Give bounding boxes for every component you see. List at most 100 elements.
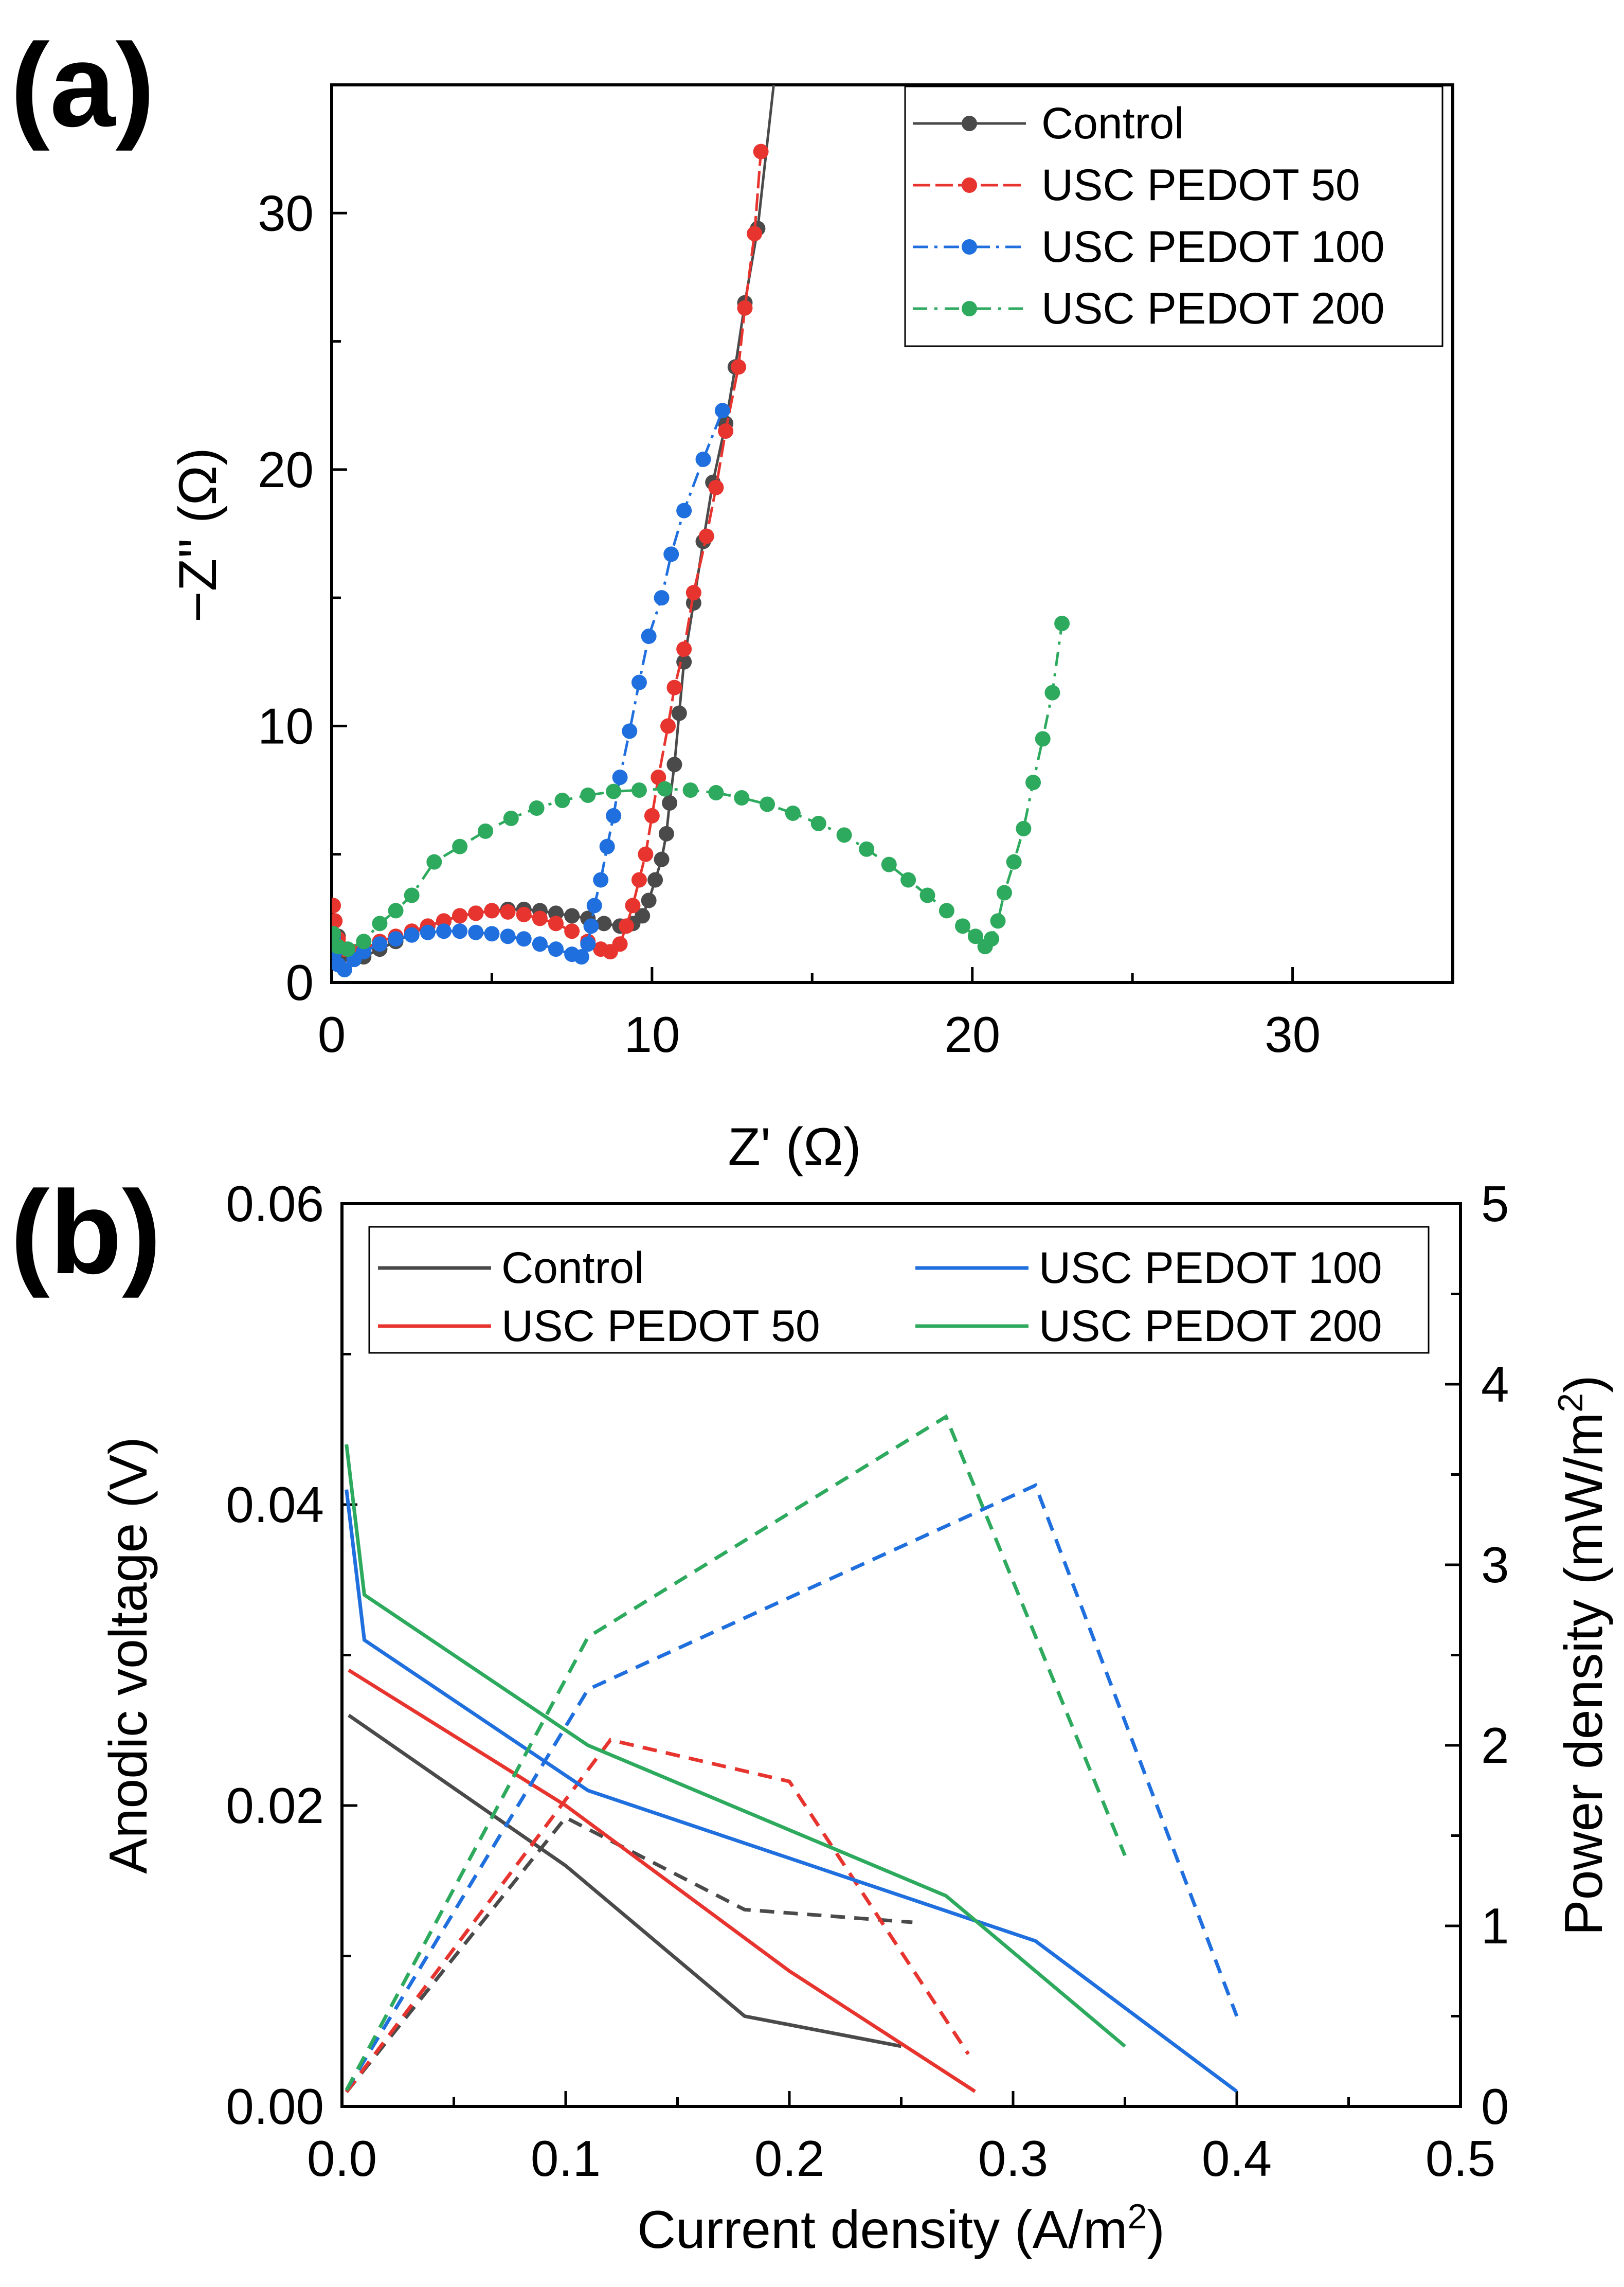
plot-a-series-line	[332, 151, 763, 953]
plot-a-data-point	[468, 905, 484, 921]
plot-b-x-tick-label: 0.4	[1202, 2130, 1272, 2187]
plot-a-data-point	[785, 805, 801, 821]
plot-b-tick-labels: 0.0 0.1 0.2 0.3 0.4 0.5 0.00 0.02 0.04 0.06 0 1 2 3 4 5	[226, 1175, 1509, 2187]
plot-a-legend-swatch-marker	[962, 116, 977, 131]
plot-a-data-point	[606, 783, 622, 799]
plot-a-data-point	[658, 826, 674, 842]
plot-a-data-point	[714, 403, 730, 419]
plot-b-x-tick-label: 0.0	[307, 2130, 377, 2187]
plot-a-ticks	[330, 83, 1454, 984]
plot-a-y-tick-label: 0	[285, 954, 314, 1011]
panel-b-label: (b)	[10, 1166, 161, 1298]
plot-a-data-point	[580, 936, 596, 952]
plot-b-voltage-line	[348, 1668, 976, 2093]
plot-a-data-point	[340, 941, 356, 957]
plot-a-legend-label: Control	[1041, 99, 1184, 148]
plot-a-data-point	[548, 941, 564, 957]
plot-a-data-point	[631, 782, 647, 798]
plot-a-data-point	[631, 674, 647, 690]
plot-a-x-tick-label: 0	[318, 1006, 346, 1063]
plot-b-right-tick-label: 0	[1481, 2078, 1509, 2135]
plot-b-x-axis-title-main: Current density (A/m	[637, 2200, 1128, 2260]
plot-a-x-tick-label: 20	[944, 1006, 1000, 1063]
plot-a-data-point	[532, 910, 548, 926]
plot-a-data-point	[685, 585, 701, 601]
plot-a-data-point	[997, 885, 1012, 901]
plot-b-right-tick-label: 4	[1481, 1356, 1509, 1413]
plot-b-x-axis-title-sup: 2	[1128, 2197, 1147, 2236]
plot-a-data-point	[638, 846, 654, 862]
plot-b-right-tick-label: 5	[1481, 1175, 1509, 1232]
plot-a-legend-label: USC PEDOT 50	[1041, 160, 1360, 210]
plot-b-right-axis-title-close: )	[1554, 1375, 1614, 1393]
plot-a-data-point	[612, 770, 628, 785]
plot-a-data-point	[676, 641, 692, 657]
plot-a-data-point	[900, 872, 916, 888]
plot-a-data-point	[662, 795, 678, 811]
plot-a-data-point	[503, 810, 519, 826]
plot-a-x-tick-label: 10	[624, 1006, 680, 1063]
plot-b-x-tick-label: 0.2	[754, 2130, 824, 2187]
plot-a-data-point	[452, 838, 468, 854]
plot-b-power-line	[345, 1414, 1127, 2092]
plot-a-y-tick-label: 10	[258, 698, 314, 754]
plot-a-data-point	[859, 841, 875, 857]
plot-a-data-point	[671, 705, 687, 721]
plot-b-legend-label: USC PEDOT 100	[1039, 1243, 1382, 1293]
plot-a-data-point	[372, 936, 388, 952]
plot-a-data-point	[625, 898, 641, 914]
plot-a-data-point	[919, 887, 935, 903]
plot-a-data-point	[554, 793, 570, 809]
plot-a-data-point	[336, 962, 352, 978]
plot-a-data-point	[708, 785, 724, 801]
plot-b-right-tick-label: 2	[1481, 1717, 1509, 1774]
plot-b-left-tick-label: 0.06	[226, 1175, 324, 1232]
plot-a-legend-label: USC PEDOT 200	[1041, 284, 1385, 333]
plot-a-data-point	[676, 503, 692, 519]
plot-a-data-point	[939, 903, 954, 919]
plot-a-data-point	[836, 827, 852, 843]
plot-a-data-point	[734, 790, 750, 806]
plot-a-data-point	[1035, 731, 1051, 747]
plot-a-data-point	[647, 872, 663, 888]
plot-a-data-point	[372, 916, 388, 932]
plot-a-data-point	[573, 949, 589, 965]
plot-a-data-point	[619, 918, 635, 934]
plot-b-legend-label: Control	[501, 1243, 644, 1293]
plot-a-data-point	[631, 872, 647, 888]
plot-a-data-point	[654, 851, 670, 867]
plot-a-data-point	[532, 936, 548, 952]
plot-a-data-point	[332, 926, 341, 942]
plot-b-right-axis-title-sup: 2	[1551, 1393, 1590, 1413]
plot-a-x-axis-title: Z' (Ω)	[728, 1117, 861, 1177]
plot-a-data-point	[990, 913, 1006, 929]
plot-a-data-point	[1044, 685, 1060, 701]
plot-a-data-point	[666, 757, 682, 773]
plot-b-legend-label: USC PEDOT 200	[1039, 1301, 1382, 1351]
plot-a-data-point	[967, 928, 983, 944]
plot-b-right-tick-label: 3	[1481, 1536, 1509, 1593]
plot-a-data-point	[641, 628, 657, 644]
plot-b-ticks	[340, 1202, 1462, 2108]
plot-a-data-point	[332, 913, 343, 929]
plot-a-data-point	[810, 815, 826, 831]
plot-a-data-point	[695, 451, 711, 467]
plot-a-legend-swatch-marker	[962, 177, 977, 193]
plot-a-data-point	[1016, 820, 1032, 836]
plot-b-power-line	[345, 1482, 1239, 2092]
plot-a-data-point	[660, 718, 676, 734]
plot-a-data-point	[388, 903, 404, 919]
plot-b-legend-label: USC PEDOT 50	[501, 1301, 820, 1351]
panel-b: (b) 0.0 0.1 0.2 0.3 0.4 0.5 0.00 0.02 0.04 0.06 0 1…	[10, 1166, 1614, 2260]
plot-a-data-point	[516, 931, 532, 947]
plot-a-x-tick-label: 30	[1265, 1006, 1321, 1063]
plot-a-legend-swatch-marker	[962, 239, 977, 255]
plot-a-data-point	[404, 887, 420, 903]
plot-a-y-tick-label: 30	[258, 185, 314, 241]
plot-a-data-point	[388, 931, 404, 947]
plot-b-voltage-line	[348, 1713, 902, 2048]
plot-a-data-point	[644, 808, 660, 824]
plot-a-data-point	[881, 856, 897, 872]
plot-b-right-axis-title-main: Power density (mW/m	[1554, 1413, 1614, 1936]
plot-a-data-point	[955, 918, 971, 934]
